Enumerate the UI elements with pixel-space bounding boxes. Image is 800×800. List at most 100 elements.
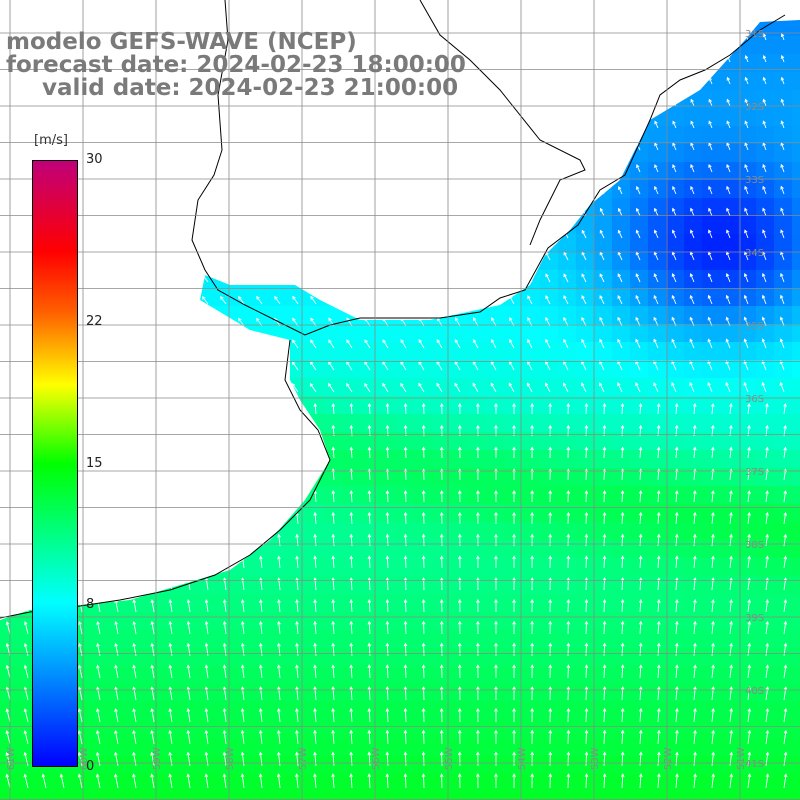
speed-cell bbox=[558, 720, 577, 739]
speed-cell bbox=[774, 540, 793, 559]
wind-arrow bbox=[168, 773, 173, 789]
wind-arrow bbox=[240, 751, 245, 767]
speed-cell bbox=[468, 432, 487, 451]
speed-cell bbox=[576, 558, 595, 577]
wind-arrow bbox=[436, 382, 443, 393]
speed-cell bbox=[144, 234, 163, 253]
speed-cell bbox=[738, 108, 757, 127]
speed-cell bbox=[216, 522, 235, 541]
speed-cell bbox=[270, 342, 289, 361]
wind-arrow bbox=[762, 229, 767, 239]
speed-cell bbox=[522, 558, 541, 577]
speed-cell bbox=[576, 162, 595, 181]
wind-arrow bbox=[656, 598, 661, 613]
speed-cell bbox=[756, 342, 775, 361]
wind-arrow bbox=[494, 598, 498, 613]
speed-cell bbox=[144, 540, 163, 559]
wind-arrow bbox=[492, 120, 497, 129]
speed-cell bbox=[702, 126, 721, 145]
wind-arrow bbox=[783, 555, 788, 569]
wind-arrow bbox=[4, 143, 11, 151]
wind-arrow bbox=[744, 120, 749, 129]
speed-cell bbox=[162, 576, 181, 595]
speed-cell bbox=[360, 0, 379, 19]
speed-cell bbox=[486, 432, 505, 451]
speed-cell bbox=[180, 360, 199, 379]
wind-arrow bbox=[657, 686, 661, 701]
speed-cell bbox=[324, 288, 343, 307]
speed-cell bbox=[288, 198, 307, 217]
speed-cell bbox=[198, 450, 217, 469]
wind-arrow bbox=[129, 274, 137, 283]
speed-cell bbox=[324, 378, 343, 397]
wind-arrow bbox=[258, 686, 263, 701]
wind-arrow bbox=[331, 729, 335, 745]
speed-cell bbox=[450, 450, 469, 469]
speed-cell bbox=[558, 198, 577, 217]
speed-cell bbox=[108, 270, 127, 289]
speed-cell bbox=[702, 36, 721, 55]
wind-arrow bbox=[313, 664, 317, 679]
speed-cell bbox=[738, 792, 757, 800]
wind-arrow bbox=[276, 707, 281, 723]
wind-arrow bbox=[548, 402, 553, 415]
wind-arrow bbox=[566, 446, 571, 459]
speed-cell bbox=[108, 126, 127, 145]
speed-cell bbox=[522, 378, 541, 397]
speed-cell bbox=[162, 270, 181, 289]
wind-arrow bbox=[708, 98, 713, 107]
wind-arrow bbox=[638, 598, 643, 613]
wind-arrow bbox=[150, 729, 155, 745]
wind-arrow bbox=[184, 230, 191, 239]
wind-arrow bbox=[349, 729, 354, 745]
speed-cell bbox=[774, 522, 793, 541]
speed-cell bbox=[666, 792, 685, 800]
wind-arrow bbox=[5, 555, 11, 569]
wind-arrow bbox=[747, 403, 751, 415]
wind-arrow bbox=[147, 274, 155, 283]
speed-cell bbox=[522, 414, 541, 433]
speed-cell bbox=[36, 792, 55, 800]
wind-arrow bbox=[476, 402, 480, 415]
wind-arrow bbox=[421, 555, 426, 569]
wind-arrow bbox=[546, 120, 551, 129]
speed-cell bbox=[324, 324, 343, 343]
speed-cell bbox=[792, 36, 800, 55]
speed-cell bbox=[792, 378, 800, 397]
speed-cell bbox=[414, 162, 433, 181]
speed-cell bbox=[468, 252, 487, 271]
wind-arrow bbox=[455, 229, 461, 239]
wind-arrow bbox=[202, 208, 209, 217]
wind-arrow bbox=[530, 511, 534, 525]
speed-cell bbox=[648, 0, 667, 19]
wind-arrow bbox=[582, 77, 587, 85]
speed-cell bbox=[126, 396, 145, 415]
speed-cell bbox=[270, 0, 289, 19]
speed-cell bbox=[162, 306, 181, 325]
speed-cell bbox=[324, 126, 343, 145]
wind-arrow bbox=[204, 599, 209, 613]
speed-cell bbox=[180, 288, 199, 307]
speed-cell bbox=[234, 324, 253, 343]
wind-arrow bbox=[617, 338, 623, 349]
speed-cell bbox=[486, 666, 505, 685]
wind-arrow bbox=[765, 555, 770, 569]
speed-cell bbox=[576, 594, 595, 613]
speed-cell bbox=[36, 108, 55, 127]
wind-arrow bbox=[258, 729, 263, 745]
wind-arrow bbox=[76, 143, 83, 151]
speed-cell bbox=[144, 324, 163, 343]
speed-cell bbox=[666, 756, 685, 775]
speed-cell bbox=[774, 504, 793, 523]
wind-arrow bbox=[510, 120, 515, 129]
speed-cell bbox=[324, 432, 343, 451]
speed-cell bbox=[540, 666, 559, 685]
speed-cell bbox=[612, 432, 631, 451]
wind-arrow bbox=[672, 164, 677, 173]
wind-arrow bbox=[311, 142, 317, 151]
speed-cell bbox=[468, 234, 487, 253]
speed-cell bbox=[108, 252, 127, 271]
speed-cell bbox=[252, 306, 271, 325]
speed-cell bbox=[576, 666, 595, 685]
speed-cell bbox=[414, 0, 433, 19]
